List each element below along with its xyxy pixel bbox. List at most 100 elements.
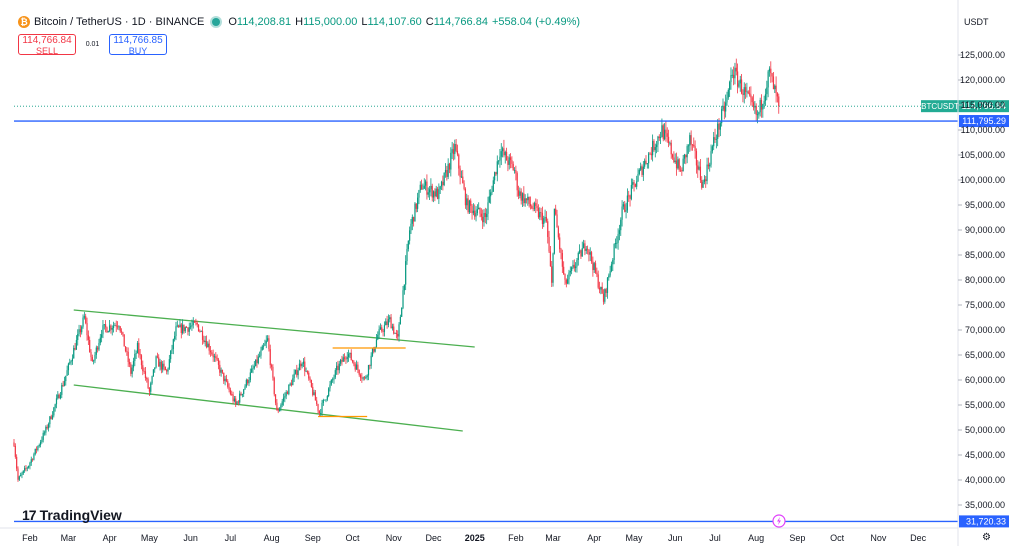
candle-body: [439, 186, 441, 190]
candle-body: [375, 339, 378, 347]
candle-body: [387, 319, 390, 325]
candle-body: [645, 160, 647, 164]
candle-body: [183, 324, 185, 332]
candle-body: [705, 179, 707, 182]
candle-body: [498, 160, 500, 162]
candle-body: [55, 398, 58, 405]
candle-body: [192, 321, 194, 326]
candle-body: [148, 388, 151, 392]
candle-body: [167, 368, 169, 372]
time-tick-label: May: [141, 533, 159, 543]
candle-body: [101, 334, 103, 338]
horizontal-lines[interactable]: BTCUSDT 114,766.84 111,795.29 31,720.33: [14, 100, 1009, 528]
change-value: +558.04 (+0.49%): [491, 16, 581, 28]
candle-body: [66, 370, 68, 376]
candle-body: [292, 378, 294, 386]
candle-body: [494, 172, 496, 181]
candle-body: [490, 192, 492, 197]
candle-body: [131, 367, 133, 374]
candle-body: [147, 379, 149, 389]
candle-body: [693, 144, 695, 147]
candle-body: [759, 99, 761, 113]
candles: [13, 58, 780, 482]
candle-body: [613, 244, 615, 260]
time-tick-label: Dec: [426, 533, 443, 543]
candle-body: [18, 476, 20, 480]
candle-body: [179, 324, 181, 328]
candle-body: [559, 237, 561, 250]
candle-body: [111, 328, 113, 330]
candle-body: [39, 441, 42, 445]
low-value: 114,107.60: [367, 16, 422, 28]
candle-body: [31, 459, 34, 461]
candle-body: [772, 76, 775, 90]
candle-body: [751, 97, 753, 103]
price-tick-label: 110,000.00: [961, 125, 1005, 135]
candle-body: [653, 140, 655, 151]
candle-body: [472, 210, 474, 214]
candle-body: [448, 163, 451, 170]
candle-body: [588, 249, 590, 255]
candle-body: [679, 169, 682, 171]
currency-selector[interactable]: USDT: [964, 17, 989, 27]
candle-body: [353, 361, 355, 365]
candle-body: [273, 377, 275, 395]
candle-body: [742, 93, 744, 95]
candle-body: [144, 371, 147, 378]
buy-button[interactable]: 114,766.85 BUY: [109, 34, 167, 56]
candle-body: [687, 145, 690, 147]
candle-body: [480, 213, 482, 217]
candle-body: [150, 383, 152, 392]
candle-body: [97, 347, 99, 350]
candle-body: [159, 361, 161, 367]
candle-body: [289, 383, 291, 385]
candle-body: [544, 216, 546, 219]
candle-body: [541, 212, 544, 224]
event-marker[interactable]: [772, 514, 786, 528]
candle-body: [87, 335, 89, 340]
candle-body: [589, 252, 591, 255]
candle-body: [577, 252, 579, 260]
candle-body: [401, 307, 403, 317]
candle-body: [168, 359, 170, 369]
candle-body: [24, 468, 26, 471]
candle-body: [71, 358, 74, 362]
candle-body: [513, 170, 516, 171]
candle-body: [411, 216, 413, 224]
time-axis[interactable]: Feb Mar Apr May Jun Jul Aug Sep Oct Nov Dec 2025 Feb…: [0, 527, 958, 543]
price-axis[interactable]: 35,000.00 40,000.00 45,000.00 50,000.00 55,0…: [957, 0, 1005, 546]
candle-body: [26, 467, 28, 469]
candle-body: [73, 347, 75, 359]
candle-body: [324, 399, 326, 401]
candle-body: [322, 399, 324, 403]
candle-body: [641, 166, 643, 175]
candle-body: [182, 324, 184, 334]
candle-body: [318, 410, 320, 413]
price-tick-label: 90,000.00: [965, 225, 1005, 235]
candle-body: [694, 146, 696, 152]
candle-body: [729, 82, 731, 90]
close-label: C: [425, 16, 434, 28]
time-tick-label: Jul: [225, 533, 237, 543]
candle-body: [592, 261, 594, 271]
settings-gear-icon[interactable]: ⚙: [982, 532, 991, 543]
symbol-title[interactable]: Bitcoin / TetherUS · 1D · BINANCE: [34, 16, 205, 28]
candle-body: [626, 195, 629, 211]
time-tick-label: Nov: [386, 533, 403, 543]
candle-body: [278, 408, 281, 412]
market-open-icon: [212, 18, 221, 26]
candle-body: [110, 325, 112, 330]
candle-body: [70, 361, 72, 363]
candle-body: [330, 379, 332, 385]
time-tick-label: Nov: [870, 533, 887, 543]
candle-body: [132, 360, 135, 368]
candle-body: [637, 173, 639, 182]
candle-body: [726, 97, 728, 103]
price-tick-label: 95,000.00: [965, 200, 1005, 210]
candle-body: [677, 159, 679, 169]
candle-body: [642, 166, 644, 175]
candle-body: [119, 326, 121, 332]
candle-body: [714, 137, 716, 140]
sell-button[interactable]: 114,766.84 SELL: [18, 34, 76, 56]
